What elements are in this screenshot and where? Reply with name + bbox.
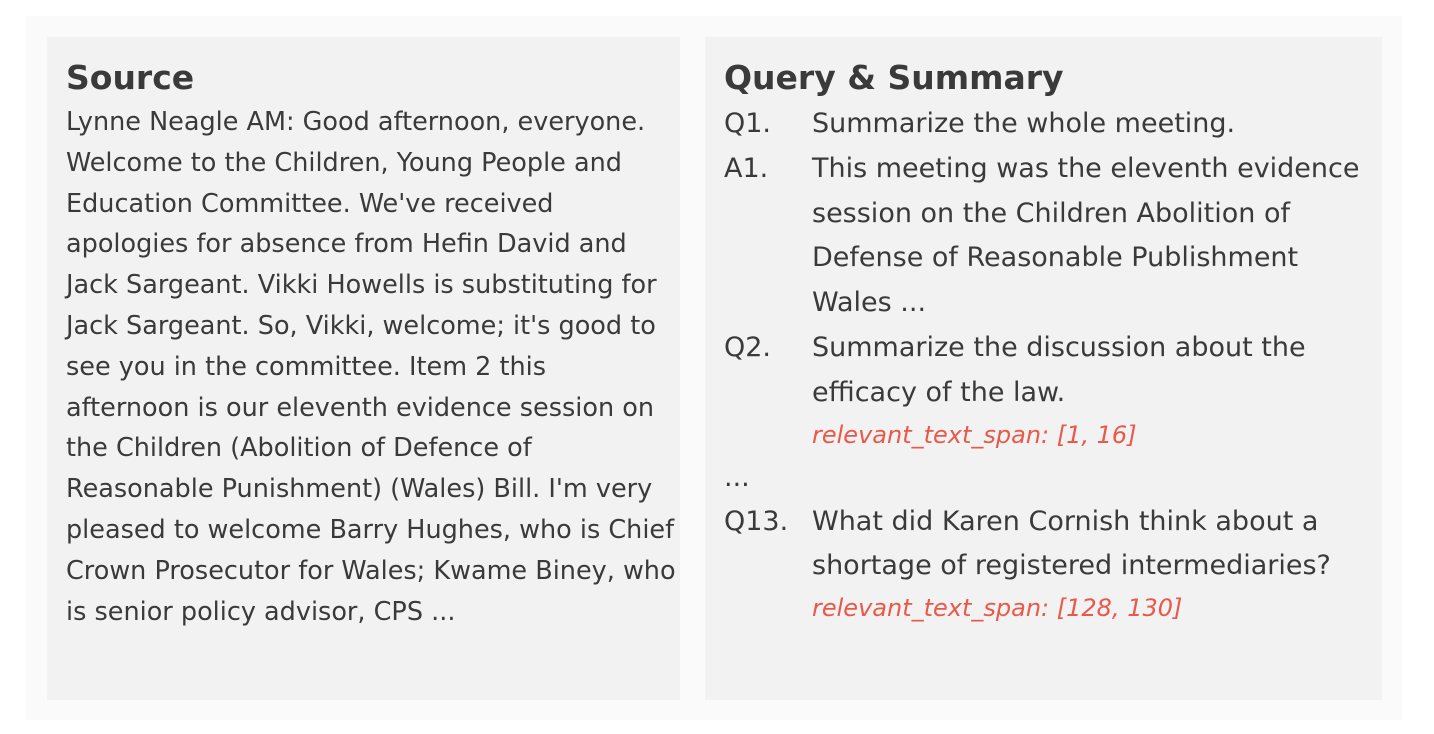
qa-body: What did Karen Cornish think about a sho… (812, 500, 1360, 630)
source-title: Source (66, 58, 195, 97)
qa-marker: Q13. (724, 505, 789, 537)
qa-marker: Q2. (724, 331, 772, 363)
qa-item-q13: Q13. What did Karen Cornish think about … (724, 500, 1382, 630)
answer-text: This meeting was the eleventh evidence s… (812, 152, 1360, 319)
query-text: What did Karen Cornish think about a sho… (812, 505, 1331, 582)
qa-item-q1: Q1. Summarize the whole meeting. (724, 102, 1382, 147)
query-text: Summarize the whole meeting. (812, 108, 1236, 139)
qa-item-a1: A1. This meeting was the eleventh eviden… (724, 147, 1382, 326)
relevant-span-label: relevant_text_span: [128, 130] (812, 594, 1183, 623)
relevant-span-label: relevant_text_span: [1, 16] (812, 420, 1137, 449)
source-panel: Source Lynne Neagle AM: Good afternoon, … (47, 37, 680, 700)
qa-marker: A1. (724, 152, 769, 184)
qa-body: This meeting was the eleventh evidence s… (812, 147, 1360, 326)
query-text: Summarize the discussion about the effic… (812, 331, 1306, 408)
qa-list: Q1. Summarize the whole meeting. A1. Thi… (724, 102, 1382, 629)
query-summary-panel: Query & Summary Q1. Summarize the whole … (705, 37, 1382, 700)
qa-body: Summarize the discussion about the effic… (812, 326, 1360, 456)
qa-marker: Q1. (724, 108, 772, 139)
omitted-items-ellipsis: ... (724, 461, 750, 493)
query-summary-title: Query & Summary (724, 58, 1064, 97)
qa-item-q2: Q2. Summarize the discussion about the e… (724, 326, 1382, 456)
source-transcript-text: Lynne Neagle AM: Good afternoon, everyon… (66, 107, 676, 627)
qa-body: Summarize the whole meeting. (812, 102, 1360, 147)
